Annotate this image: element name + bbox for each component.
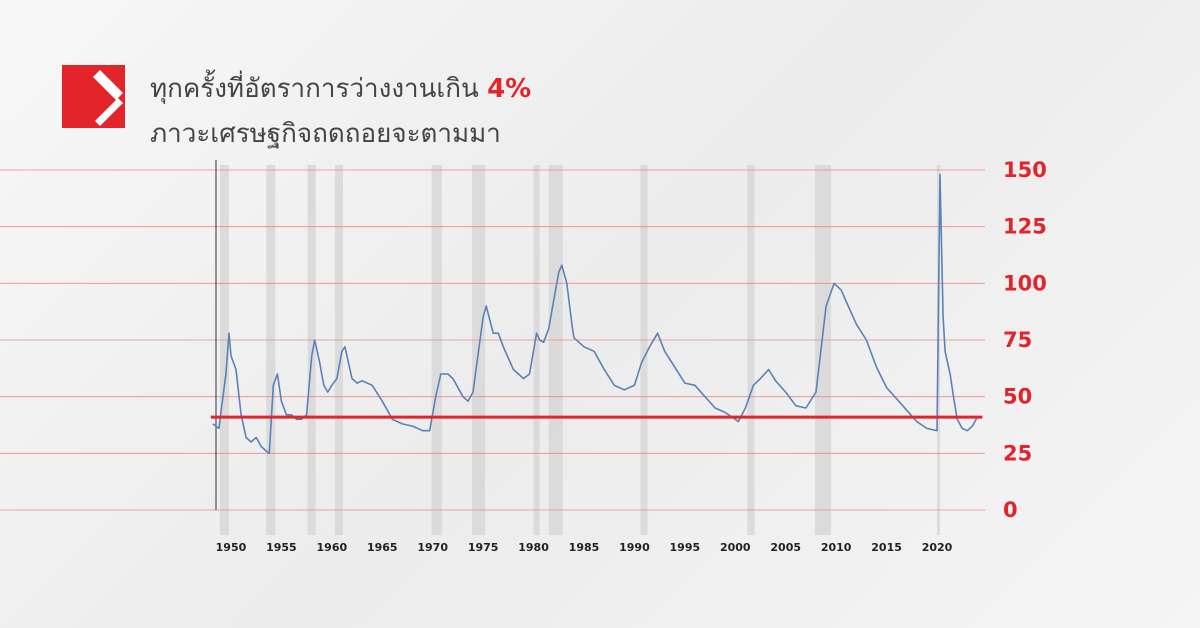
x-tick-label: 1965	[367, 541, 398, 554]
x-tick-label: 1985	[569, 541, 600, 554]
recession-band	[814, 165, 832, 535]
x-tick-label: 2010	[821, 541, 852, 554]
y-tick-label: 25	[1003, 441, 1032, 465]
x-tick-label: 1955	[266, 541, 297, 554]
plot	[210, 173, 983, 455]
x-tick-label: 1980	[518, 541, 549, 554]
x-tick-label: 1975	[468, 541, 499, 554]
recession-band	[533, 165, 540, 535]
x-tick-label: 1970	[417, 541, 448, 554]
line-series	[212, 173, 979, 455]
x-tick-label: 2020	[922, 541, 953, 554]
recession-band	[747, 165, 755, 535]
x-tick-label: 2005	[770, 541, 801, 554]
y-tick-label: 125	[1003, 215, 1047, 239]
y-tick-label: 75	[1003, 328, 1032, 352]
x-tick-label: 2015	[871, 541, 902, 554]
recession-band	[548, 165, 563, 535]
x-tick-label: 1960	[317, 541, 348, 554]
y-tick-label: 50	[1003, 385, 1032, 409]
title-text: ทุกครั้งที่อัตราการว่างงานเกิน	[150, 69, 479, 104]
title: ทุกครั้งที่อัตราการว่างงานเกิน 4%	[150, 69, 531, 104]
recessions	[219, 165, 941, 535]
title-highlight: 4%	[487, 74, 531, 104]
x-tick-label: 1995	[670, 541, 701, 554]
y-tick-label: 100	[1003, 271, 1047, 295]
x-tick-label: 1950	[216, 541, 247, 554]
x-tick-label: 2000	[720, 541, 751, 554]
recession-band	[307, 165, 316, 535]
recession-band	[640, 165, 648, 535]
subtitle: ภาวะเศรษฐกิจถดถอยจะตามมา	[150, 119, 501, 149]
logo	[62, 65, 125, 128]
x-tick-label: 1990	[619, 541, 650, 554]
y-tick-label: 0	[1003, 498, 1018, 522]
grid: 0 25 50 75 100 125 150 1950 1955 1960 1965 1970 1975…	[0, 158, 1047, 554]
recession-band	[431, 165, 442, 535]
recession-band	[219, 165, 229, 535]
recession-band	[334, 165, 343, 535]
recession-band	[266, 165, 276, 535]
logo-stroke	[95, 98, 123, 126]
y-tick-label: 150	[1003, 158, 1047, 182]
logo-stroke	[93, 70, 123, 100]
